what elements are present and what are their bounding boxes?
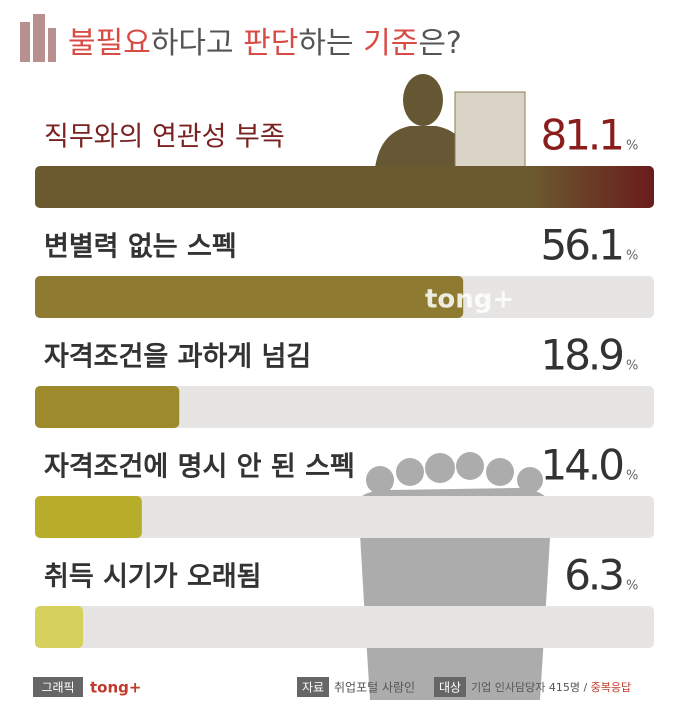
building-icon bbox=[454, 91, 526, 169]
title-part: 은? bbox=[418, 26, 462, 61]
value-label: 6.3 bbox=[564, 551, 622, 600]
target: 기업 인사담당자 415명 / 중복응답 bbox=[471, 681, 631, 694]
bar-track bbox=[35, 606, 654, 648]
source-label-box bbox=[297, 677, 329, 697]
bar bbox=[35, 606, 84, 648]
bar bbox=[35, 386, 180, 428]
target-label-box bbox=[434, 677, 466, 697]
value-label: 18.9 bbox=[540, 331, 622, 380]
credit-label: 그래픽 bbox=[41, 681, 74, 695]
title-part: 기준 bbox=[363, 26, 418, 61]
title-part: 판단 bbox=[243, 26, 298, 61]
crowd-silhouette bbox=[358, 452, 552, 700]
category-label: 직무와의 연관성 부족 bbox=[44, 122, 285, 153]
source: 취업포털 사람인 bbox=[334, 681, 415, 695]
bar bbox=[35, 496, 142, 538]
title-part: 하다고 bbox=[151, 26, 243, 61]
unit-label: % bbox=[626, 139, 638, 154]
category-label: 변별력 없는 스펙 bbox=[44, 232, 237, 263]
bar-track bbox=[35, 386, 654, 428]
target-highlight: 중복응답 bbox=[591, 681, 631, 694]
value-label: 14.0 bbox=[540, 441, 622, 490]
credit: tong+ bbox=[90, 679, 141, 697]
category-label: 취득 시기가 오래됨 bbox=[44, 562, 262, 593]
title-icon bbox=[20, 14, 56, 62]
watermark: tong+ bbox=[425, 285, 514, 315]
unit-label: % bbox=[626, 359, 638, 374]
value-label: 56.1 bbox=[540, 221, 622, 270]
category-label: 자격조건을 과하게 넘김 bbox=[44, 342, 311, 373]
credit-label-box bbox=[33, 677, 83, 697]
bar-track bbox=[35, 496, 654, 538]
unit-label: % bbox=[626, 469, 638, 484]
bar bbox=[35, 276, 464, 318]
bar bbox=[35, 166, 654, 208]
title-part: 하는 bbox=[298, 26, 363, 61]
target-label: 대상 bbox=[439, 681, 461, 695]
person-silhouette bbox=[375, 74, 472, 168]
value-label: 81.1 bbox=[540, 111, 622, 160]
title-part: 불필요 bbox=[68, 26, 151, 61]
source-label: 자료 bbox=[302, 681, 324, 695]
unit-label: % bbox=[626, 579, 638, 594]
category-label: 자격조건에 명시 안 된 스펙 bbox=[44, 452, 355, 483]
unit-label: % bbox=[626, 249, 638, 264]
target-text: 기업 인사담당자 415명 / bbox=[471, 681, 591, 694]
chart-title: 불필요하다고 판단하는 기준은? bbox=[68, 26, 462, 61]
